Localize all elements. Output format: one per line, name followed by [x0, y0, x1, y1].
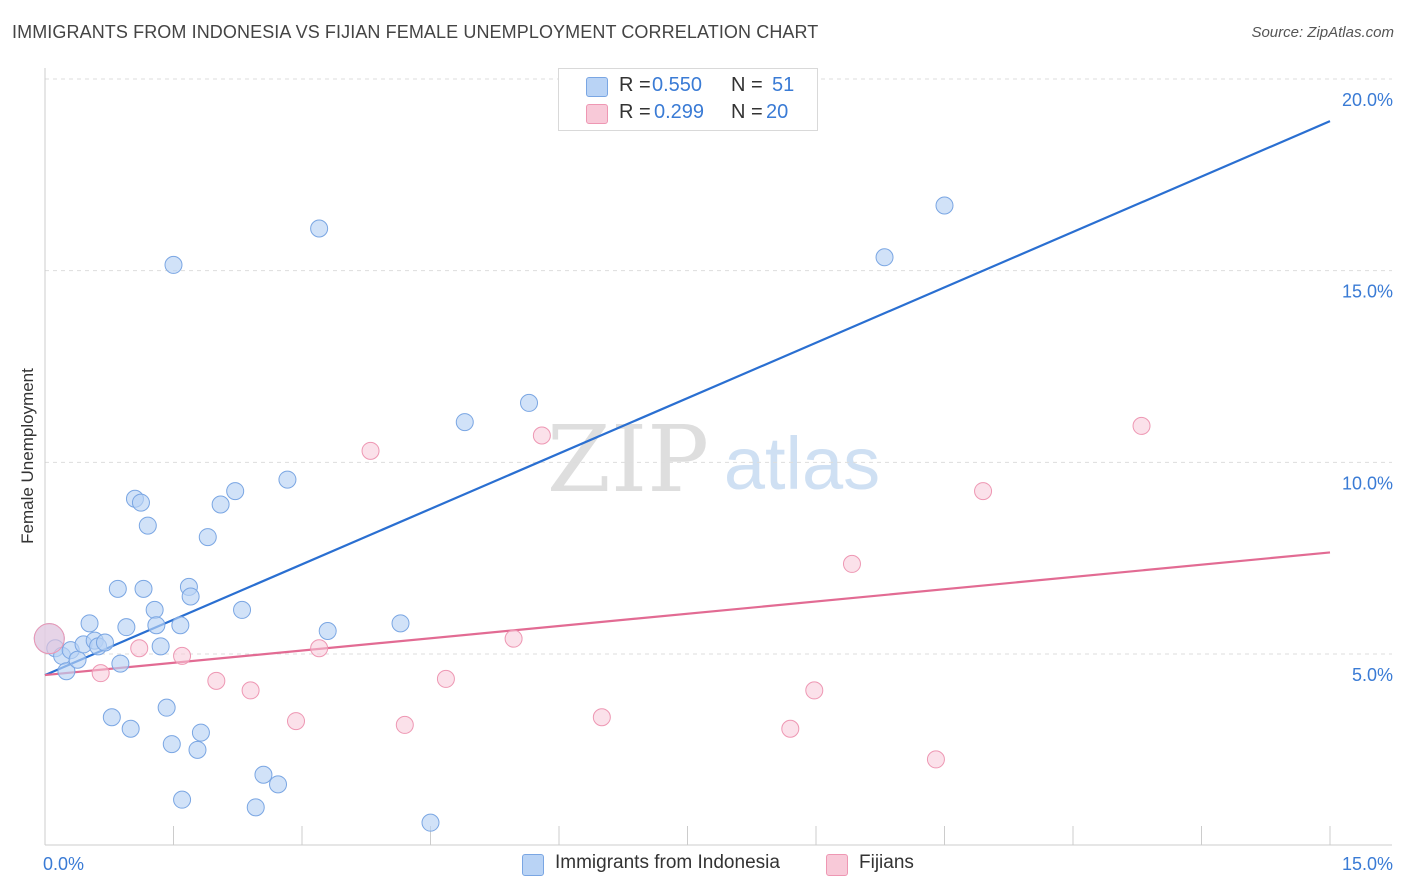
legend-row-fijians: R = 0.299 N = 20 — [559, 101, 817, 127]
point-indonesia — [145, 600, 164, 619]
legend-n-label: N = — [731, 101, 763, 123]
point-indonesia — [95, 633, 114, 652]
point-indonesia — [171, 616, 190, 635]
legend-series-label: Fijians — [859, 852, 914, 873]
point-fijians — [842, 554, 861, 573]
point-indonesia — [188, 740, 207, 759]
legend-n-value: 20 — [766, 101, 789, 123]
point-fijians — [926, 750, 945, 769]
point-indonesia — [455, 413, 474, 432]
x-tick-label: 15.0% — [1342, 854, 1393, 874]
point-indonesia — [318, 622, 337, 640]
point-fijians — [781, 719, 800, 738]
point-fijians — [1132, 416, 1151, 435]
point-indonesia — [875, 248, 894, 267]
y-axis-label: Female Unemployment — [18, 368, 37, 544]
correlation-legend: R = 0.550 N = 51 R = 0.299 N = 20 — [558, 68, 818, 131]
point-fijians — [974, 482, 993, 501]
legend-swatch-pink — [586, 104, 608, 124]
point-fijians — [436, 669, 455, 688]
legend-series-label: Immigrants from Indonesia — [555, 852, 780, 873]
point-indonesia — [233, 600, 252, 619]
point-indonesia — [191, 723, 210, 742]
point-indonesia — [173, 790, 192, 809]
point-fijians — [310, 639, 329, 658]
point-fijians — [592, 708, 611, 727]
legend-n-label: N = — [731, 74, 763, 96]
trendline-fijians — [44, 551, 1331, 677]
point-indonesia — [117, 618, 136, 637]
point-indonesia — [138, 516, 157, 535]
legend-swatch-blue — [522, 854, 544, 876]
watermark: ZIP atlas — [547, 406, 880, 513]
point-indonesia — [164, 255, 183, 274]
y-tick-label: 5.0% — [1352, 665, 1393, 685]
point-fijians — [532, 426, 551, 445]
point-indonesia — [108, 579, 127, 598]
point-indonesia — [421, 813, 440, 832]
point-indonesia — [147, 616, 166, 635]
point-indonesia — [157, 698, 176, 717]
point-indonesia — [198, 528, 217, 547]
point-fijians — [805, 681, 824, 700]
point-indonesia — [80, 614, 99, 633]
point-indonesia — [254, 765, 273, 784]
point-indonesia — [520, 393, 539, 412]
point-indonesia — [391, 614, 410, 633]
legend-swatch-pink — [826, 854, 848, 876]
legend-r-value: 0.299 — [654, 101, 705, 123]
point-indonesia — [226, 482, 245, 501]
axes — [44, 68, 1392, 846]
source-label: Source: ZipAtlas.com — [1251, 24, 1394, 41]
legend-r-value: 0.550 — [652, 74, 703, 96]
point-indonesia — [151, 637, 170, 656]
trendlines — [44, 120, 1331, 677]
point-fijians — [91, 664, 110, 683]
point-indonesia — [111, 654, 130, 673]
point-indonesia — [278, 470, 297, 489]
point-fijians — [173, 646, 192, 665]
chart-title: IMMIGRANTS FROM INDONESIA VS FIJIAN FEMA… — [12, 22, 819, 42]
point-fijians — [207, 671, 226, 690]
point-fijians — [33, 623, 65, 655]
y-tick-label: 15.0% — [1342, 282, 1393, 302]
point-indonesia — [935, 196, 954, 215]
watermark-atlas: atlas — [724, 422, 880, 505]
point-indonesia — [211, 495, 230, 514]
point-indonesia — [269, 775, 288, 794]
point-indonesia — [310, 219, 329, 238]
point-fijians — [361, 441, 380, 460]
point-indonesia — [121, 719, 140, 738]
point-fijians — [395, 715, 414, 734]
point-fijians — [241, 681, 260, 700]
data-points — [33, 196, 1151, 832]
legend-row-indonesia: R = 0.550 N = 51 — [559, 74, 817, 100]
trendline-indonesia — [44, 120, 1331, 677]
legend-swatch-blue — [586, 77, 608, 97]
x-tick-label: 0.0% — [43, 854, 84, 874]
watermark-zip: ZIP — [547, 406, 709, 513]
legend-r-label: R = — [619, 74, 651, 96]
point-indonesia — [134, 579, 153, 598]
point-fijians — [287, 712, 306, 731]
point-indonesia — [57, 662, 76, 681]
axis-labels: 5.0% 10.0% 15.0% 20.0% 0.0% 15.0% Female Unemp… — [18, 90, 1393, 874]
point-indonesia — [131, 493, 150, 512]
y-tick-label: 10.0% — [1342, 473, 1393, 493]
point-indonesia — [181, 587, 200, 606]
point-fijians — [130, 639, 149, 658]
y-tick-label: 20.0% — [1342, 90, 1393, 110]
point-indonesia — [68, 650, 87, 669]
point-indonesia — [246, 798, 265, 817]
legend-r-label: R = — [619, 101, 651, 123]
point-fijians — [504, 629, 523, 648]
grid — [45, 78, 1392, 655]
point-indonesia — [162, 735, 181, 754]
point-indonesia — [102, 708, 121, 727]
legend-n-value: 51 — [772, 74, 795, 96]
